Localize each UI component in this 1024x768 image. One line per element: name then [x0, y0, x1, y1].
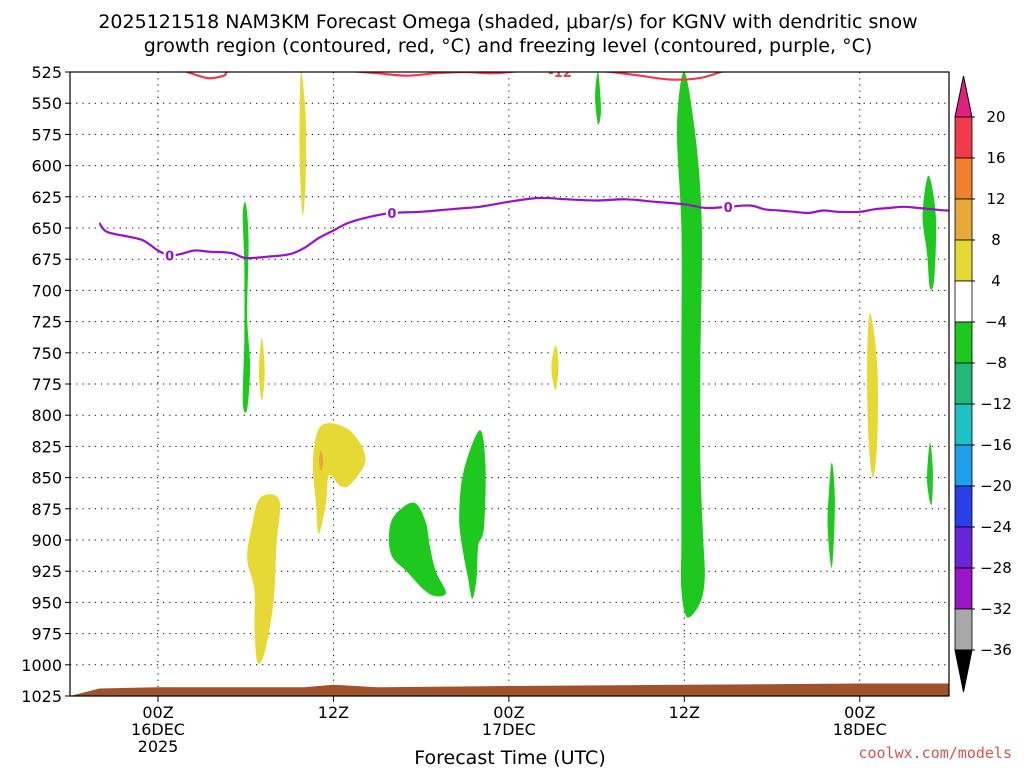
omega-region	[926, 442, 933, 506]
colorbar-top-triangle	[954, 75, 973, 118]
x-tick-label: 12Z	[318, 703, 349, 722]
x-tick-label: 00Z	[493, 703, 524, 722]
x-axis-title: Forecast Time (UTC)	[414, 747, 605, 768]
colorbar-band	[954, 116, 973, 159]
plot-area: -12 0 0 0	[69, 66, 950, 697]
dgz-contour-label: -12	[548, 66, 572, 81]
y-tick-label: 825	[31, 437, 62, 456]
y-tick-label: 575	[31, 125, 62, 144]
dgz-label-bg	[550, 72, 571, 78]
colorbar-label: 16	[986, 149, 1005, 167]
freezing-label-bg	[722, 199, 735, 214]
colorbar-label: −8	[985, 354, 1007, 372]
x-tick-label: 18DEC	[833, 720, 887, 739]
y-tick-label: 775	[31, 375, 62, 394]
omega-region	[827, 462, 835, 568]
y-tick-label: 550	[31, 94, 62, 113]
freezing-level-label: 0	[724, 201, 733, 216]
freezing-level-label: 0	[165, 249, 174, 264]
y-axis: 525 550 575 600 625 650 675 700 725 750 775 800 825 8…	[21, 63, 70, 706]
omega-region	[922, 175, 937, 290]
terrain-fill	[70, 683, 949, 696]
omega-region	[676, 72, 705, 618]
omega-region	[258, 337, 265, 401]
y-tick-label: 750	[31, 344, 62, 363]
omega-region	[318, 450, 324, 472]
y-tick-label: 800	[31, 406, 62, 425]
colorbar-band	[954, 444, 973, 487]
colorbar-band	[954, 608, 973, 651]
colorbar-label: 12	[986, 190, 1005, 208]
colorbar-label: 4	[991, 272, 1001, 290]
plot-background	[70, 72, 949, 696]
omega-region	[595, 72, 601, 125]
colorbar-label: −16	[980, 436, 1012, 454]
freezing-label-bg	[385, 206, 398, 221]
y-tick-label: 1025	[21, 687, 62, 706]
colorbar-label: −32	[980, 600, 1012, 618]
y-tick-label: 675	[31, 250, 62, 269]
freezing-level-label: 0	[387, 207, 396, 222]
colorbar-label: −28	[980, 559, 1012, 577]
omega-region	[459, 430, 486, 599]
chart-title-line-1: 2025121518 NAM3KM Forecast Omega (shaded…	[98, 11, 917, 33]
colorbar-band	[954, 403, 973, 446]
grid-lines	[70, 71, 949, 697]
x-tick-label: 16DEC	[131, 720, 185, 739]
colorbar-label: −36	[980, 641, 1012, 659]
omega-region	[242, 201, 251, 413]
x-tick-label: 2025	[138, 737, 179, 756]
freezing-label-bg	[163, 248, 176, 263]
colorbar-label: −4	[985, 313, 1007, 331]
y-tick-label: 625	[31, 188, 62, 207]
y-tick-label: 700	[31, 281, 62, 300]
y-tick-label: 725	[31, 313, 62, 332]
colorbar-band	[954, 157, 973, 200]
y-tick-label: 600	[31, 157, 62, 176]
colorbar-label: −24	[980, 518, 1012, 536]
colorbar-bottom-triangle	[954, 649, 973, 693]
colorbar-band	[954, 362, 973, 405]
colorbar-label: −20	[980, 477, 1012, 495]
colorbar: 20 16 12 8 4 −4 −8 −12 −16 −20 −24 −28 −32 −36	[954, 75, 1012, 693]
y-tick-label: 950	[31, 593, 62, 612]
y-tick-label: 875	[31, 500, 62, 519]
x-tick-label: 17DEC	[482, 720, 536, 739]
chart-title-line-2: growth region (contoured, red, °C) and f…	[144, 35, 873, 57]
omega-region	[299, 72, 307, 216]
omega-region	[312, 423, 366, 534]
colorbar-band	[954, 280, 973, 323]
colorbar-band	[954, 485, 973, 528]
colorbar-label: 8	[991, 231, 1001, 249]
y-tick-label: 850	[31, 469, 62, 488]
colorbar-band	[954, 526, 973, 569]
y-tick-label: 925	[31, 562, 62, 581]
x-tick-label: 12Z	[669, 703, 700, 722]
y-tick-label: 900	[31, 531, 62, 550]
colorbar-band	[954, 198, 973, 241]
colorbar-band	[954, 567, 973, 610]
credit-text: coolwx.com/models	[858, 744, 1012, 762]
y-tick-label: 650	[31, 219, 62, 238]
y-tick-label: 1000	[21, 656, 62, 675]
colorbar-label: 20	[986, 108, 1005, 126]
x-tick-label: 00Z	[142, 703, 173, 722]
omega-region	[388, 502, 446, 597]
y-tick-label: 525	[31, 63, 62, 82]
freezing-level-line	[98, 196, 949, 260]
omega-region	[247, 494, 281, 664]
colorbar-label: −12	[980, 395, 1012, 413]
terrain-layer	[70, 683, 949, 696]
omega-region	[867, 312, 879, 478]
y-tick-label: 975	[31, 625, 62, 644]
omega-shading	[242, 72, 937, 664]
x-tick-label: 00Z	[844, 703, 875, 722]
colorbar-band	[954, 239, 973, 282]
omega-region	[551, 345, 559, 391]
colorbar-band	[954, 321, 973, 364]
